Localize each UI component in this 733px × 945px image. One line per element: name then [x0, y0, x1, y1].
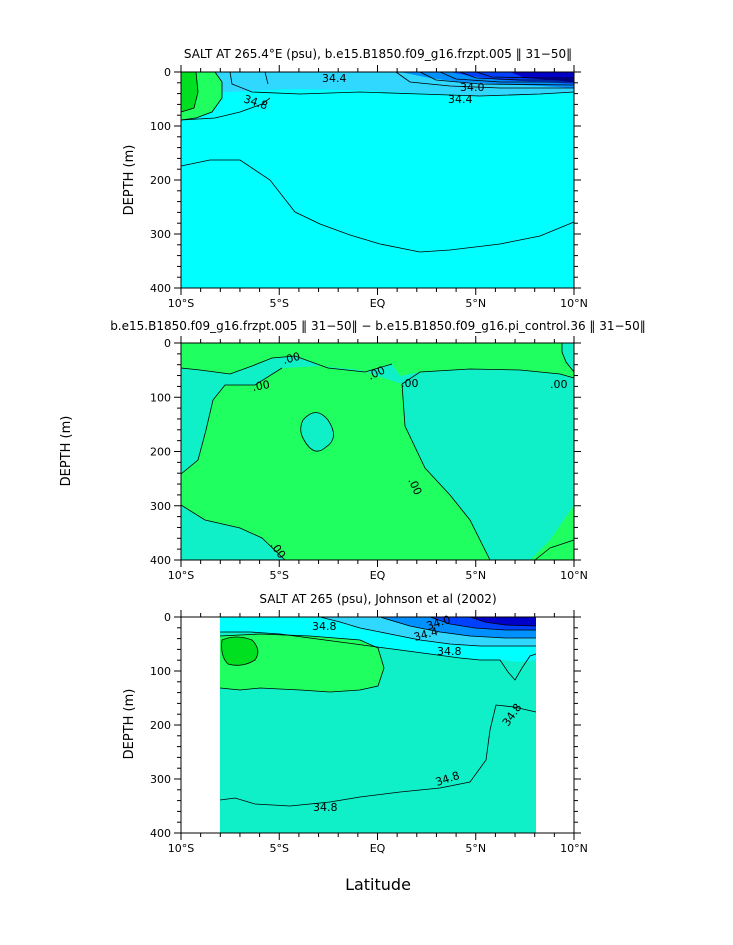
x-tick-label: 10°S — [168, 842, 194, 855]
panel-2-clabel-2: .00 — [251, 378, 270, 394]
y-tick-label: 200 — [150, 719, 171, 732]
x-tick-label: 10°N — [560, 569, 588, 582]
panel-3: SALT AT 265 (psu), Johnson et al (2002) … — [122, 592, 588, 855]
x-tick-label: 5°S — [270, 842, 289, 855]
panel-1-clabel-4: 34.0 — [460, 81, 485, 94]
panel-1-contours — [180, 71, 575, 253]
panel-3-ylabel: DEPTH (m) — [122, 689, 137, 760]
y-tick-label: 200 — [150, 446, 171, 459]
panel-1-clabel-3: 34.4 — [448, 93, 473, 106]
y-tick-label: 400 — [150, 554, 171, 567]
panel-3-axes: 10°S 5°S EQ 5°N 10°N 0 100 200 300 400 — [150, 610, 588, 855]
x-tick-label: 10°N — [560, 297, 588, 310]
panel-2-fill — [181, 343, 574, 560]
panel-2-ylabel: DEPTH (m) — [59, 416, 74, 487]
x-tick-label: 10°S — [168, 297, 194, 310]
panel-1-title: SALT AT 265.4°E (psu), b.e15.B1850.f09_g… — [184, 47, 572, 61]
x-tick-label: EQ — [370, 297, 386, 310]
y-tick-label: 300 — [150, 773, 171, 786]
y-tick-label: 400 — [150, 282, 171, 295]
x-axis-label: Latitude — [345, 875, 411, 894]
y-tick-label: 100 — [150, 665, 171, 678]
x-tick-label: 5°N — [465, 569, 486, 582]
x-tick-label: 5°S — [270, 297, 289, 310]
panel-1: SALT AT 265.4°E (psu), b.e15.B1850.f09_g… — [122, 47, 588, 310]
x-tick-label: EQ — [370, 569, 386, 582]
panel-2-clabel-4: .00 — [401, 377, 419, 390]
y-tick-label: 400 — [150, 827, 171, 840]
panel-1-ylabel: DEPTH (m) — [122, 145, 137, 216]
panel-2-clabel-1: .00 — [281, 350, 301, 367]
y-tick-label: 100 — [150, 120, 171, 133]
panel-1-axes: 10°S 5°S EQ 5°N 10°N 0 100 200 300 400 — [150, 65, 588, 310]
panel-2-title: b.e15.B1850.f09_g16.frzpt.005 ‖ 31−50‖ −… — [110, 319, 646, 333]
panel-3-clabel-2: 34.4 — [412, 625, 439, 644]
y-tick-label: 300 — [150, 500, 171, 513]
x-tick-label: EQ — [370, 842, 386, 855]
panel-3-clabel-1: 34.8 — [312, 620, 337, 633]
panel-2-axes: 10°S 5°S EQ 5°N 10°N 0 100 200 300 400 — [150, 336, 588, 582]
x-tick-label: 5°S — [270, 569, 289, 582]
panel-2-clabel-5: .00 — [550, 378, 568, 391]
x-tick-label: 10°N — [560, 842, 588, 855]
x-tick-label: 5°N — [465, 842, 486, 855]
y-tick-label: 0 — [164, 611, 171, 624]
panel-2: b.e15.B1850.f09_g16.frzpt.005 ‖ 31−50‖ −… — [59, 319, 646, 582]
x-tick-label: 10°S — [168, 569, 194, 582]
y-tick-label: 0 — [164, 66, 171, 79]
y-tick-label: 0 — [164, 337, 171, 350]
panel-3-clabel-4: 34.8 — [437, 645, 462, 658]
y-tick-label: 200 — [150, 174, 171, 187]
x-tick-label: 5°N — [465, 297, 486, 310]
panel-3-clabel-5: 34.8 — [313, 801, 338, 814]
panel-1-fill — [181, 72, 574, 288]
panel-2-contours — [180, 343, 575, 561]
panel-3-contours — [219, 616, 537, 807]
panel-1-clabel-1: 34.4 — [322, 72, 347, 85]
y-tick-label: 100 — [150, 391, 171, 404]
panel-3-title: SALT AT 265 (psu), Johnson et al (2002) — [259, 592, 496, 606]
panel-3-fill — [220, 617, 536, 833]
y-tick-label: 300 — [150, 228, 171, 241]
